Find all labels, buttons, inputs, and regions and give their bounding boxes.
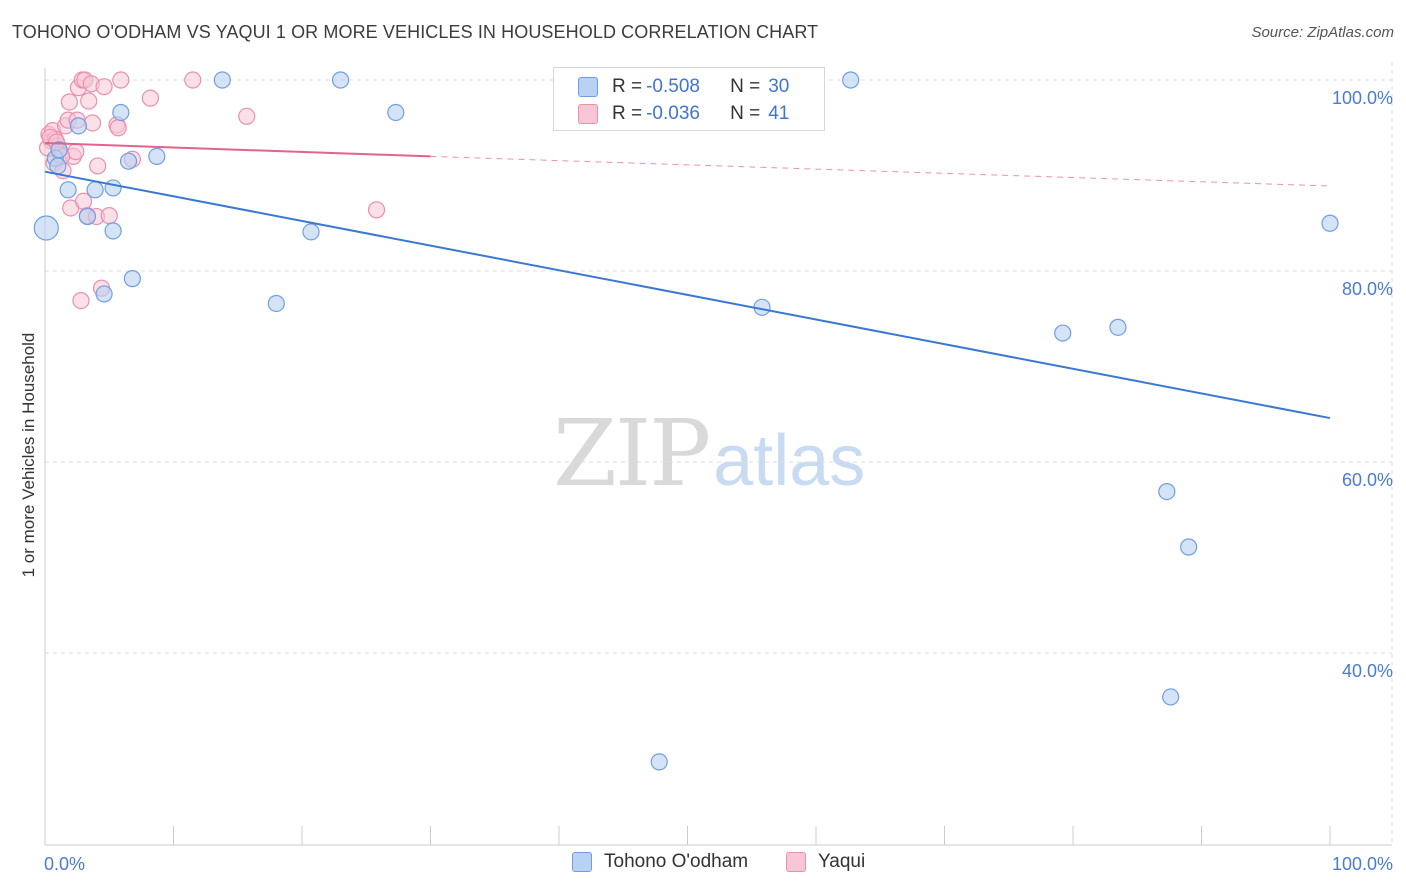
tohono-point [387,103,405,122]
tohono-point [842,71,860,89]
tohono-point [1054,324,1072,342]
legend-r-label: R = [612,76,643,97]
axis-labels: 40.0% 60.0% 80.0% 100.0% 0.0% 100.0% 1 or more… [19,88,1393,874]
yaqui-point [100,207,118,225]
tohono-point [1158,483,1176,501]
series-swatch-blue [572,852,592,872]
y-axis-label: 1 or more Vehicles in Household [19,333,38,578]
tohono-trend-line [44,170,1331,420]
series-legend: Tohono O'odham Yaqui [0,851,1406,879]
y-tick-label: 60.0% [1342,470,1393,490]
yaqui-point [60,93,79,111]
yaqui-point [184,71,202,89]
watermark-atlas: atlas [713,421,866,501]
tohono-point [1162,688,1180,706]
y-tick-label: 80.0% [1342,279,1393,299]
tohono-point [1180,538,1198,556]
yaqui-point [83,114,102,132]
tohono-point [104,179,122,197]
tohono-point [1321,214,1339,232]
legend-n-label: N = [730,76,761,97]
yaqui-point [95,78,113,96]
x-tick-label-max: 100.0% [1332,854,1393,874]
series-label-tohono: Tohono O'odham [604,851,749,872]
axes [44,68,1392,846]
tohono-point [78,207,97,226]
series-legend-yaqui: Yaqui [786,851,865,873]
series-swatch-pink [786,852,806,872]
yaqui-point [72,292,90,310]
tohono-points [33,71,1339,771]
tohono-point [49,157,67,175]
yaqui-point [89,157,107,175]
tohono-point [33,215,59,241]
y-tick-label: 100.0% [1332,88,1393,108]
source-credit: Source: ZipAtlas.com [1251,24,1394,41]
series-label-yaqui: Yaqui [818,851,866,872]
yaqui-point [238,107,256,125]
legend-r-label: R = [612,103,643,124]
legend-swatch-pink [578,104,598,124]
yaqui-point [112,71,130,89]
watermark: ZIPatlas [553,400,865,507]
tohono-point [86,181,104,199]
trend-lines [44,142,1331,420]
tohono-point [112,103,130,122]
tohono-point [302,223,320,241]
legend-r-value: -0.508 [646,76,700,97]
legend-n-value: 30 [768,76,790,97]
stats-legend: R = -0.508 N = 30 R = -0.036 N = 41 [553,67,825,131]
yaqui-point [367,201,386,219]
tohono-point [69,117,88,135]
legend-n-label: N = [730,103,761,124]
tohono-point [1109,318,1127,336]
yaqui-point [80,92,98,110]
y-tick-label: 40.0% [1342,661,1393,681]
watermark-zip: ZIP [553,400,711,507]
yaqui-trend-line [44,142,431,158]
legend-row-tohono: R = -0.508 N = 30 [578,74,789,100]
legend-swatch-blue [578,77,598,97]
yaqui-point [109,119,127,137]
series-legend-tohono: Tohono O'odham [572,851,748,873]
tohono-point [213,71,231,89]
legend-n-value: 41 [768,103,790,124]
chart-title: TOHONO O'ODHAM VS YAQUI 1 OR MORE VEHICL… [12,22,819,42]
x-tick-label-min: 0.0% [44,854,85,874]
tohono-point [104,222,122,240]
tohono-point [95,285,113,303]
legend-row-yaqui: R = -0.036 N = 41 [578,101,789,127]
tohono-point [650,753,668,771]
legend-r-value: -0.036 [646,103,700,124]
tohono-point [59,181,77,199]
tohono-point [148,147,166,165]
yaqui-trend-extension [430,155,1331,187]
gridlines [45,62,1393,845]
tohono-point [119,152,138,170]
tohono-point [123,270,141,288]
yaqui-point [141,89,159,107]
tohono-point [267,294,285,313]
tohono-point [331,71,350,89]
